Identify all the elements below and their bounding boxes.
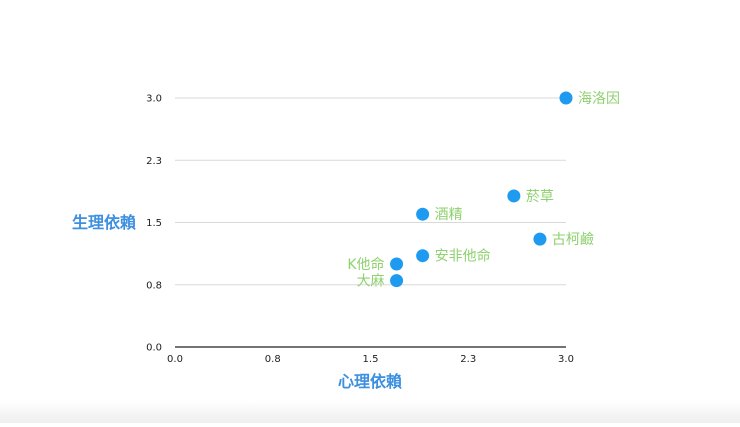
point-label: 海洛因 [578, 91, 620, 107]
y-tick-label: 0.8 [146, 280, 162, 291]
data-point [533, 232, 547, 246]
data-point [416, 249, 430, 263]
grid-layer [175, 97, 566, 286]
point-label: 菸草 [526, 189, 554, 205]
point-label: 大麻 [357, 274, 385, 290]
x-tick-labels: 0.0 0.8 1.5 2.3 3.0 [167, 354, 574, 365]
data-point [390, 257, 404, 271]
x-tick-label: 2.3 [460, 354, 476, 365]
point-label: 酒精 [435, 207, 463, 223]
data-points [390, 91, 573, 288]
y-tick-label: 1.5 [146, 218, 162, 229]
data-point [507, 189, 521, 203]
data-point [416, 207, 430, 221]
y-tick-label: 0.0 [146, 343, 162, 354]
y-tick-label: 2.3 [146, 156, 162, 167]
data-point [559, 91, 573, 105]
x-tick-label: 0.8 [265, 354, 281, 365]
x-axis-title: 心理依賴 [338, 372, 402, 391]
x-tick-label: 3.0 [558, 354, 574, 365]
x-tick-label: 1.5 [363, 354, 379, 365]
y-tick-labels: 0.0 0.8 1.5 2.3 3.0 [146, 94, 162, 354]
y-tick-label: 3.0 [146, 94, 162, 105]
data-point [390, 274, 404, 288]
bottom-fade [0, 401, 740, 423]
point-label: 安非他命 [435, 248, 491, 265]
x-tick-label: 0.0 [167, 354, 183, 365]
point-label: K他命 [347, 256, 384, 273]
y-axis-title: 生理依賴 [72, 213, 136, 232]
point-label: 古柯鹼 [552, 231, 594, 248]
